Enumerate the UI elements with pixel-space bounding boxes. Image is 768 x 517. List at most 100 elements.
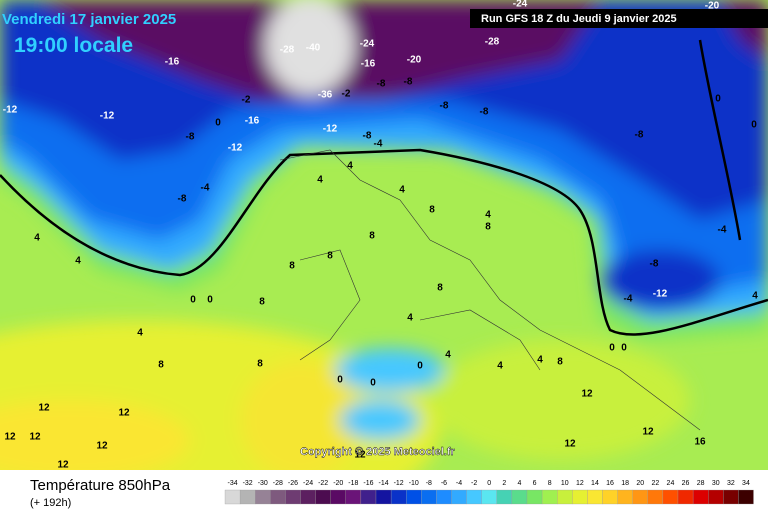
zero-isotherm [0, 148, 768, 336]
scale-label: -12 [394, 480, 404, 487]
scale-label: -6 [441, 480, 447, 487]
scale-label: 14 [591, 480, 599, 487]
contour-label: 12 [38, 403, 50, 414]
contour-label: 12 [118, 408, 130, 419]
scale-swatch [677, 489, 694, 505]
contour-label: -24 [360, 39, 375, 50]
borders [279, 149, 701, 431]
scale-swatch [466, 489, 482, 505]
contour-label: -40 [306, 43, 321, 54]
scale-swatch [224, 489, 241, 505]
zero-isotherm [698, 39, 742, 241]
contour-label: 8 [369, 231, 375, 242]
contour-label: -28 [280, 45, 295, 56]
legend-title: Température 850hPa [30, 477, 171, 494]
scale-label: 34 [742, 480, 750, 487]
contour-label: -16 [361, 59, 376, 70]
scale-swatch [526, 489, 543, 505]
scale-swatch [587, 489, 603, 505]
contour-label: -12 [228, 143, 243, 154]
scale-swatch [602, 489, 618, 505]
contour-label: 12 [96, 441, 108, 452]
scale-label: -10 [409, 480, 419, 487]
contour-label: 4 [347, 161, 353, 172]
scale-label: -18 [348, 480, 358, 487]
scale-swatch [239, 489, 256, 505]
contour-label: 4 [752, 291, 758, 302]
scale-swatch [390, 489, 407, 505]
contour-label: 8 [327, 251, 333, 262]
scale-swatch [632, 489, 648, 505]
contour-label: -8 [178, 194, 187, 205]
scale-label: -4 [456, 480, 462, 487]
scale-label: 16 [606, 480, 614, 487]
contour-label: 8 [289, 261, 295, 272]
contour-label: -20 [705, 1, 720, 12]
scale-label: 6 [533, 480, 537, 487]
valid-date: Vendredi 17 janvier 2025 [2, 11, 176, 28]
run-info: Run GFS 18 Z du Jeudi 9 janvier 2025 [481, 13, 677, 25]
contour-label: -16 [165, 57, 180, 68]
scale-swatch [255, 489, 271, 505]
scale-swatch [315, 489, 331, 505]
contour-label: 12 [57, 460, 69, 471]
scale-swatch [421, 489, 437, 505]
scale-swatch [330, 489, 346, 505]
contour-label: -28 [485, 37, 500, 48]
scale-swatch [557, 489, 573, 505]
contour-label: 4 [137, 328, 143, 339]
contour-label: 4 [317, 175, 323, 186]
scale-swatch [692, 489, 709, 505]
contour-label: -36 [318, 90, 333, 101]
scale-label: -20 [333, 480, 343, 487]
scale-swatch [406, 489, 422, 505]
scale-swatch [345, 489, 362, 505]
contour-label: -8 [404, 77, 413, 88]
scale-swatch [572, 489, 588, 505]
contour-label: 0 [417, 361, 423, 372]
contour-label: -16 [245, 116, 260, 127]
contour-label: 0 [751, 120, 757, 131]
contour-label: -8 [650, 259, 659, 270]
scale-swatch [451, 489, 467, 505]
contour-label: 0 [337, 375, 343, 386]
scale-label: 2 [502, 480, 506, 487]
scale-label: 22 [651, 480, 659, 487]
scale-swatch [436, 489, 452, 505]
contour-label: 0 [609, 343, 615, 354]
contour-label: 8 [437, 283, 443, 294]
contour-label: 4 [407, 313, 413, 324]
scale-swatch [511, 489, 528, 505]
contour-label: 4 [485, 210, 491, 221]
contour-label: 0 [370, 378, 376, 389]
contour-label: 4 [445, 350, 451, 361]
contour-label: 0 [190, 295, 196, 306]
contour-label: 8 [485, 222, 491, 233]
contour-label: -20 [407, 55, 422, 66]
forecast-lead: (+ 192h) [30, 497, 71, 509]
contour-label: -12 [653, 289, 668, 300]
scale-swatch [723, 489, 739, 505]
contour-label: -8 [480, 107, 489, 118]
scale-label: 12 [576, 480, 584, 487]
scale-label: 30 [712, 480, 720, 487]
contour-label: -4 [718, 225, 727, 236]
contour-label: -8 [440, 101, 449, 112]
contour-label: -12 [100, 111, 115, 122]
contour-label: 12 [4, 432, 16, 443]
scale-label: 10 [561, 480, 569, 487]
scale-label: -24 [303, 480, 313, 487]
scale-label: -22 [318, 480, 328, 487]
contour-label: -8 [363, 131, 372, 142]
contour-label: 0 [621, 343, 627, 354]
contour-label: -4 [624, 294, 633, 305]
valid-time: 19:00 locale [14, 34, 133, 57]
contour-label: 8 [259, 297, 265, 308]
scale-swatch [738, 489, 754, 505]
scale-label: -2 [471, 480, 477, 487]
scale-label: 28 [697, 480, 705, 487]
contour-label: 8 [429, 205, 435, 216]
scale-swatch [375, 489, 392, 505]
contour-label: 0 [715, 94, 721, 105]
